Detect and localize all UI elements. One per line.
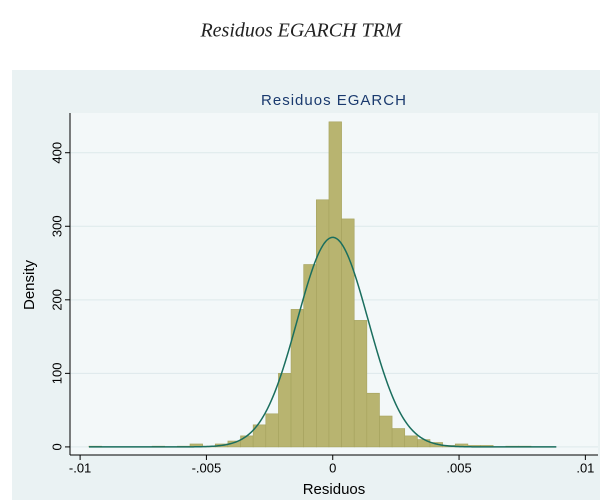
chart-title: Residuos EGARCH xyxy=(261,92,407,109)
x-axis-label: Residuos xyxy=(303,481,366,498)
y-tick-label: 400 xyxy=(49,142,64,164)
bar xyxy=(278,373,292,448)
x-tick-label: .005 xyxy=(446,460,471,475)
x-tick-label: 0 xyxy=(329,460,336,475)
y-axis-label: Density xyxy=(21,259,38,310)
figure-caption: Residuos EGARCH TRM xyxy=(199,20,402,42)
x-tick-label: .01 xyxy=(576,460,594,475)
density-curve xyxy=(88,236,557,448)
bar xyxy=(353,320,368,448)
y-tick-label: 0 xyxy=(49,443,64,450)
bar xyxy=(316,199,330,448)
bar xyxy=(240,435,254,448)
y-tick-label: 300 xyxy=(49,215,64,237)
x-tick-label: -.01 xyxy=(69,460,91,475)
bar xyxy=(265,413,279,448)
bar xyxy=(379,415,393,448)
bar xyxy=(404,435,418,448)
y-tick-label: 100 xyxy=(49,363,64,385)
bar xyxy=(366,392,380,448)
bar xyxy=(290,309,304,448)
bar xyxy=(391,428,406,448)
bar xyxy=(328,121,342,448)
bar xyxy=(341,218,355,448)
x-tick-label: -.005 xyxy=(192,460,222,475)
y-tick-label: 200 xyxy=(49,289,64,311)
